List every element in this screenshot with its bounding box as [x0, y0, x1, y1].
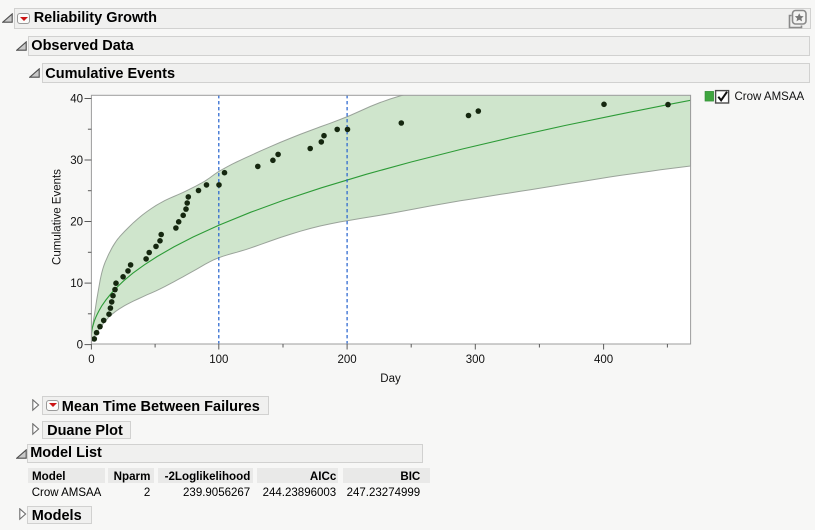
svg-text:30: 30	[70, 155, 83, 167]
svg-text:0: 0	[77, 340, 83, 352]
svg-text:200: 200	[338, 354, 357, 366]
svg-text:100: 100	[209, 354, 228, 366]
svg-text:300: 300	[466, 354, 485, 366]
svg-text:Crow AMSAA: Crow AMSAA	[735, 91, 805, 103]
svg-text:0: 0	[88, 354, 94, 366]
svg-text:40: 40	[70, 93, 83, 105]
svg-text:Day: Day	[380, 373, 401, 385]
svg-text:20: 20	[70, 216, 83, 228]
svg-text:Cumulative Events: Cumulative Events	[52, 169, 64, 265]
svg-text:10: 10	[70, 278, 83, 290]
svg-text:400: 400	[594, 354, 613, 366]
